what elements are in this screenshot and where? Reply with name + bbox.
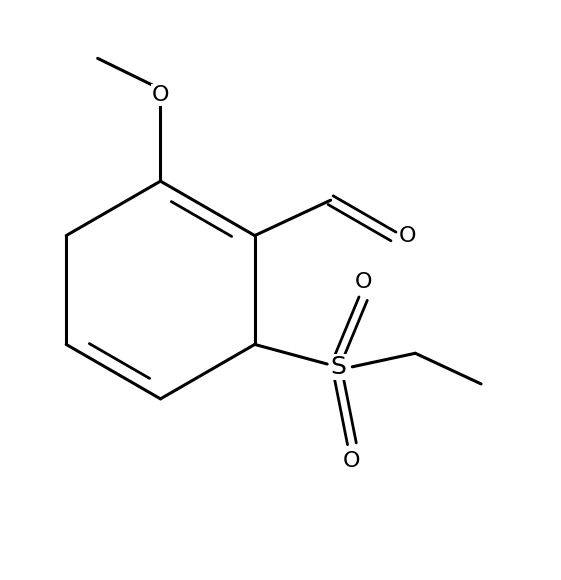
Text: O: O — [151, 85, 169, 104]
Text: S: S — [330, 355, 346, 379]
Text: O: O — [343, 451, 361, 470]
Text: O: O — [355, 272, 372, 292]
Text: O: O — [399, 226, 416, 246]
